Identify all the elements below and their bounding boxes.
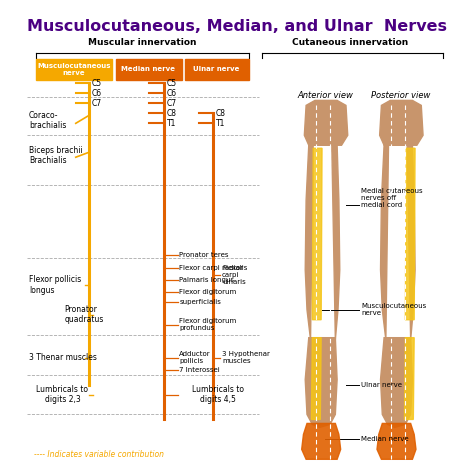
Bar	[36, 58, 112, 81]
Polygon shape	[381, 145, 415, 340]
Text: Flexor pollicis
longus: Flexor pollicis longus	[29, 275, 81, 294]
Polygon shape	[304, 100, 348, 145]
Text: 3 Thenar muscles: 3 Thenar muscles	[29, 353, 97, 362]
Text: Biceps brachii
Brachialis: Biceps brachii Brachialis	[29, 145, 82, 165]
Text: Adductor
pollicis: Adductor pollicis	[180, 351, 211, 364]
Bar	[116, 58, 182, 81]
Text: 3 Hypothenar
muscles: 3 Hypothenar muscles	[222, 351, 270, 364]
Text: Musculocutaneous
nerve: Musculocutaneous nerve	[37, 63, 111, 76]
Text: Musculocutaneous
nerve: Musculocutaneous nerve	[361, 303, 426, 316]
Text: ---- Indicates variable contribution: ---- Indicates variable contribution	[34, 450, 164, 459]
Text: Flexor
carpi
ulnaris: Flexor carpi ulnaris	[222, 265, 246, 285]
Text: C7: C7	[167, 99, 177, 108]
Text: C8: C8	[216, 109, 226, 118]
Polygon shape	[404, 338, 414, 419]
Polygon shape	[381, 338, 412, 427]
Polygon shape	[312, 148, 322, 320]
Text: C7: C7	[91, 99, 102, 108]
Text: Coraco-
brachialis: Coraco- brachialis	[29, 111, 66, 130]
Text: Medial cutaneous
nerves off
medial cord: Medial cutaneous nerves off medial cord	[361, 188, 423, 208]
Text: T1: T1	[216, 119, 225, 128]
Polygon shape	[380, 100, 423, 145]
Text: Posterior view: Posterior view	[371, 91, 430, 100]
Text: Flexor carpi radialis: Flexor carpi radialis	[180, 265, 248, 271]
Polygon shape	[377, 424, 416, 459]
Text: Cutaneous innervation: Cutaneous innervation	[292, 38, 409, 47]
Polygon shape	[301, 424, 341, 459]
Text: Muscular innervation: Muscular innervation	[88, 38, 196, 47]
Text: Ulnar nerve: Ulnar nerve	[193, 67, 240, 73]
Text: C6: C6	[91, 89, 102, 98]
Polygon shape	[305, 145, 340, 340]
Bar	[185, 58, 248, 81]
Text: Flexor digitorum: Flexor digitorum	[180, 289, 237, 295]
Polygon shape	[405, 148, 415, 320]
Text: superficialis: superficialis	[180, 299, 221, 305]
Text: Median nerve: Median nerve	[121, 67, 175, 73]
Text: Lumbricals to
digits 4,5: Lumbricals to digits 4,5	[191, 385, 244, 404]
Polygon shape	[305, 338, 337, 427]
Text: C5: C5	[91, 79, 102, 88]
Polygon shape	[311, 338, 321, 419]
Text: Flexor digitorum
profundus: Flexor digitorum profundus	[180, 318, 237, 331]
Text: Anterior view: Anterior view	[298, 91, 354, 100]
Text: T1: T1	[167, 119, 176, 128]
Text: Palmaris longus: Palmaris longus	[180, 277, 235, 283]
Text: Ulnar nerve: Ulnar nerve	[361, 382, 402, 388]
Text: Musculocutaneous, Median, and Ulnar  Nerves: Musculocutaneous, Median, and Ulnar Nerv…	[27, 19, 447, 34]
Text: 7 Interossei: 7 Interossei	[180, 367, 220, 373]
Text: Pronator teres: Pronator teres	[180, 252, 229, 258]
Text: C8: C8	[167, 109, 177, 118]
Text: Median nerve: Median nerve	[361, 436, 409, 442]
Text: Pronator
quadratus: Pronator quadratus	[64, 305, 104, 325]
Text: C6: C6	[167, 89, 177, 98]
Text: C5: C5	[167, 79, 177, 88]
Text: Lumbricals to
digits 2,3: Lumbricals to digits 2,3	[36, 385, 89, 404]
